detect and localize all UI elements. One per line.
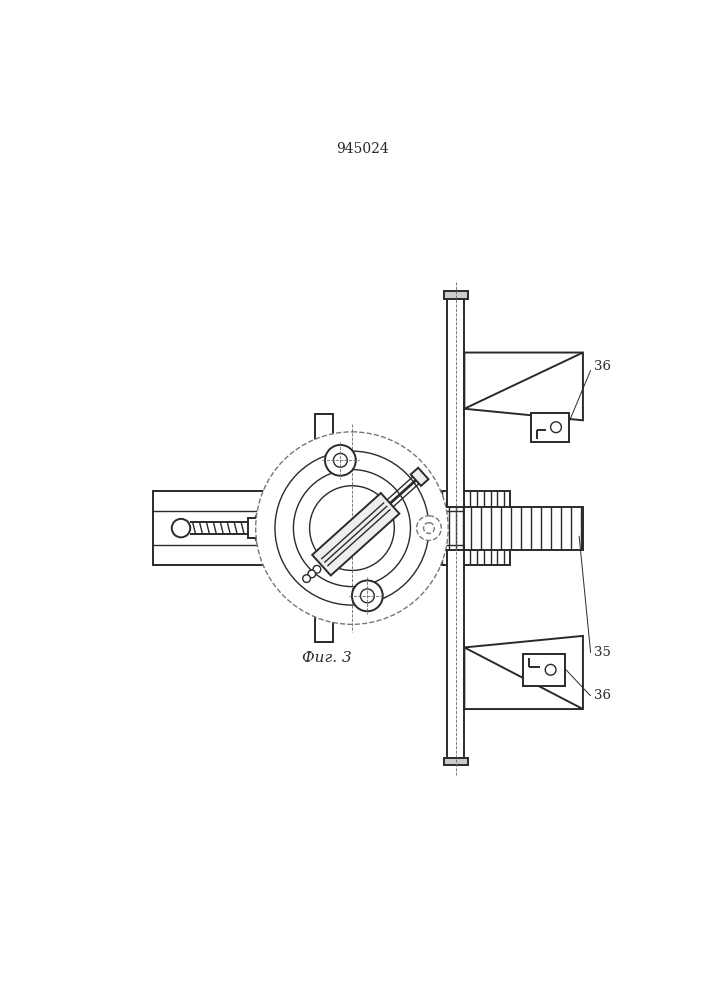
Polygon shape xyxy=(464,636,583,709)
Text: 945024: 945024 xyxy=(337,142,389,156)
Bar xyxy=(523,654,565,686)
Circle shape xyxy=(275,451,429,605)
Circle shape xyxy=(545,664,556,675)
Circle shape xyxy=(423,523,434,533)
Bar xyxy=(153,491,510,565)
Circle shape xyxy=(352,580,382,611)
Circle shape xyxy=(416,516,441,540)
Circle shape xyxy=(325,445,356,476)
Circle shape xyxy=(334,453,347,467)
Text: 36: 36 xyxy=(595,360,612,373)
Circle shape xyxy=(256,432,448,624)
Bar xyxy=(448,550,464,759)
Circle shape xyxy=(172,519,190,537)
Text: 35: 35 xyxy=(595,646,612,659)
Bar xyxy=(315,414,334,642)
Circle shape xyxy=(361,589,374,603)
Circle shape xyxy=(253,500,309,556)
Text: 36: 36 xyxy=(595,689,612,702)
Circle shape xyxy=(310,486,395,570)
Polygon shape xyxy=(464,353,583,420)
Circle shape xyxy=(293,470,411,587)
Bar xyxy=(464,507,583,550)
Bar xyxy=(448,297,464,507)
Bar xyxy=(443,758,468,765)
Bar xyxy=(530,413,569,442)
Circle shape xyxy=(303,575,310,582)
Bar xyxy=(443,291,468,299)
Circle shape xyxy=(267,514,295,542)
Bar xyxy=(248,518,271,538)
Polygon shape xyxy=(411,468,428,486)
Text: Фиг. 3: Фиг. 3 xyxy=(303,651,352,665)
Circle shape xyxy=(308,570,315,578)
Circle shape xyxy=(551,422,561,433)
Circle shape xyxy=(313,565,321,573)
Polygon shape xyxy=(312,493,399,575)
